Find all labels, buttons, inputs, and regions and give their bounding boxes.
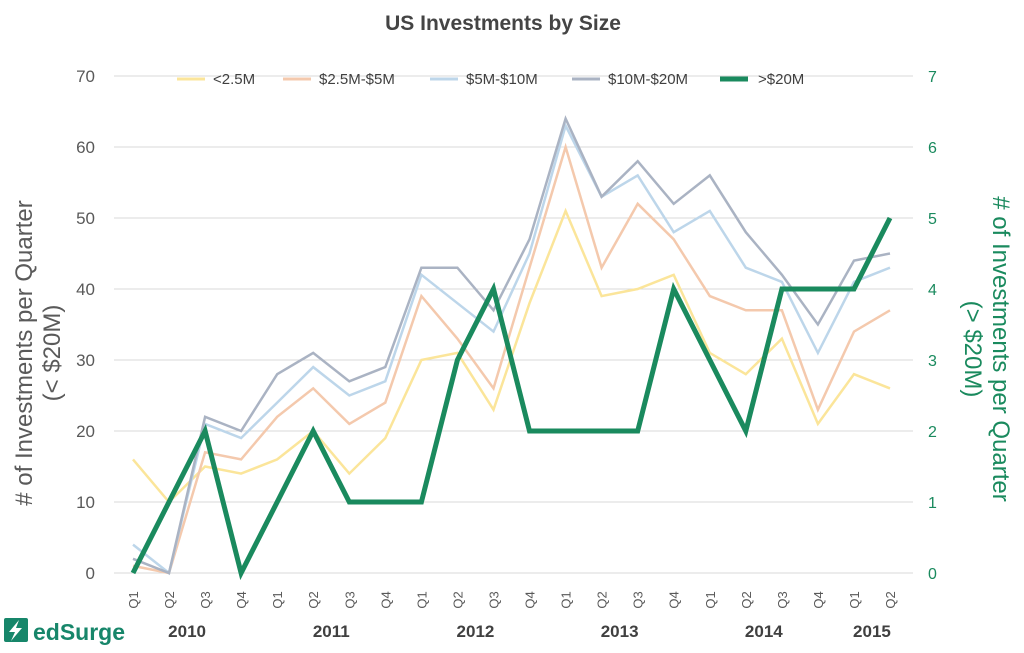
right-y-tick-label: 1 <box>928 495 937 512</box>
x-tick-label: Q2 <box>595 591 610 608</box>
x-tick-label: Q4 <box>234 591 249 608</box>
legend-label: $2.5M-$5M <box>319 71 395 88</box>
x-tick-label: Q3 <box>198 591 213 608</box>
left-y-tick-label: 60 <box>76 138 95 157</box>
x-tick-label: Q4 <box>378 591 393 608</box>
left-y-axis-ticks: 0 10 20 30 40 50 60 70 <box>76 67 95 583</box>
right-y-tick-label: 6 <box>928 140 937 157</box>
x-tick-label: Q2 <box>739 591 754 608</box>
series-line <box>132 142 891 575</box>
x-tick-label: Q4 <box>523 591 538 608</box>
year-label: 2013 <box>601 622 639 641</box>
left-y-axis-label-unit: (< $20M) <box>39 305 66 402</box>
left-y-tick-label: 50 <box>76 209 95 228</box>
legend-label: $10M-$20M <box>608 71 688 88</box>
left-y-tick-label: 40 <box>76 280 95 299</box>
year-label: 2014 <box>745 622 783 641</box>
series-line <box>130 216 893 581</box>
logo-text: edSurge <box>33 619 125 645</box>
right-y-axis-ticks: 0 1 2 3 4 5 6 7 <box>928 69 937 583</box>
legend-label: <2.5M <box>213 71 255 88</box>
legend: <2.5M $2.5M-$5M $5M-$10M $10M-$20M >$20M <box>177 71 804 88</box>
right-y-axis-label: # of Investments per Quarter <box>987 196 1014 501</box>
x-tick-label: Q4 <box>667 591 682 608</box>
series-line <box>132 122 891 576</box>
right-y-tick-label: 3 <box>928 353 937 370</box>
year-label: 2010 <box>168 622 206 641</box>
x-tick-label: Q1 <box>414 591 429 608</box>
right-y-tick-label: 7 <box>928 69 937 86</box>
chart-title: US Investments by Size <box>385 12 621 35</box>
x-tick-label: Q1 <box>703 591 718 608</box>
left-y-tick-label: 30 <box>76 351 95 370</box>
x-axis-quarter-ticks: Q1 Q2 Q3 Q4 Q1 Q2 Q3 Q4 Q1 Q2 Q3 Q4 Q1 Q2 Q3 Q4 Q1 Q2 Q3 Q4… <box>126 591 898 608</box>
x-tick-label: Q1 <box>847 591 862 608</box>
year-label: 2015 <box>853 622 891 641</box>
x-tick-label: Q4 <box>811 591 826 608</box>
left-y-tick-label: 10 <box>76 493 95 512</box>
x-tick-label: Q3 <box>631 591 646 608</box>
right-y-tick-label: 4 <box>928 282 937 299</box>
x-tick-label: Q3 <box>342 591 357 608</box>
left-y-axis-label: # of Investments per Quarter <box>11 200 38 505</box>
right-y-tick-label: 0 <box>928 566 937 583</box>
x-tick-label: Q1 <box>559 591 574 608</box>
legend-label: $5M-$10M <box>466 71 538 88</box>
x-tick-label: Q2 <box>162 591 177 608</box>
left-y-tick-label: 0 <box>86 564 95 583</box>
x-tick-label: Q2 <box>883 591 898 608</box>
left-y-tick-label: 20 <box>76 422 95 441</box>
x-tick-label: Q3 <box>775 591 790 608</box>
year-label: 2012 <box>457 622 495 641</box>
series-line <box>132 115 891 575</box>
right-y-axis-label-unit: (> $20M) <box>959 301 986 398</box>
series-lines <box>130 115 893 581</box>
right-y-tick-label: 2 <box>928 424 937 441</box>
x-tick-label: Q3 <box>486 591 501 608</box>
right-y-tick-label: 5 <box>928 211 937 228</box>
x-tick-label: Q1 <box>126 591 141 608</box>
x-tick-label: Q1 <box>270 591 285 608</box>
year-label: 2011 <box>313 622 350 641</box>
x-tick-label: Q2 <box>306 591 321 608</box>
left-y-tick-label: 70 <box>76 67 95 86</box>
x-axis-year-labels: 2010 2011 2012 2013 2014 2015 <box>168 622 891 641</box>
edsurge-logo: edSurge <box>4 618 125 645</box>
x-tick-label: Q2 <box>450 591 465 608</box>
legend-label: >$20M <box>758 71 804 88</box>
